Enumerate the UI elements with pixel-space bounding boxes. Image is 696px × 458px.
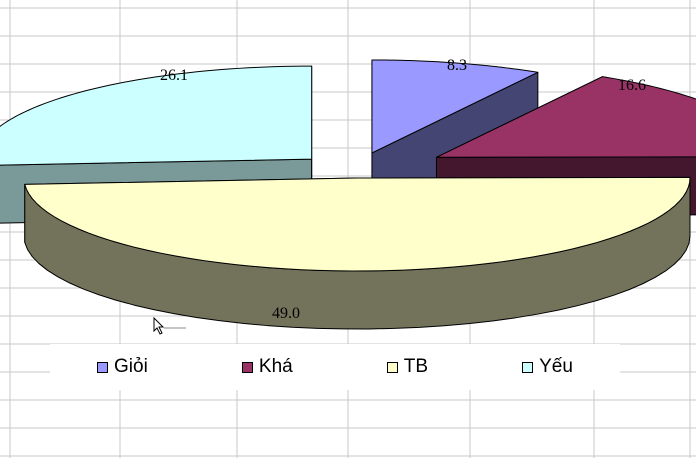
legend-item-tb: TB: [386, 356, 429, 378]
legend-item-yeu: Yếu: [522, 356, 573, 378]
legend-label-gioi: Giỏi: [114, 356, 148, 377]
data-label-tb: 49.0: [272, 305, 300, 322]
legend-label-tb: TB: [403, 356, 429, 377]
legend-swatch-yeu: [522, 361, 534, 373]
legend-swatch-tb: [386, 361, 398, 373]
mouse-pointer-icon: [153, 316, 186, 335]
legend-label-kha: Khá: [258, 356, 293, 377]
slice-top-kha: [435, 76, 696, 158]
legend-swatch-gioi: [97, 361, 109, 373]
legend-label-yeu: Yếu: [539, 356, 573, 377]
legend-item-gioi: Giỏi: [97, 356, 148, 378]
pie-slices: [0, 59, 696, 330]
data-label-gioi: 8.3: [447, 57, 467, 74]
legend-swatch-kha: [241, 361, 253, 373]
legend-item-kha: Khá: [241, 356, 293, 378]
data-label-kha: 16.6: [618, 77, 646, 94]
slice-top-tb: [24, 176, 691, 272]
chart-legend: Giỏi Khá TB Yếu: [50, 344, 620, 390]
slice-top-yeu: [0, 65, 313, 166]
data-label-yeu: 26.1: [160, 67, 188, 84]
slice-top-gioi: [371, 59, 539, 154]
